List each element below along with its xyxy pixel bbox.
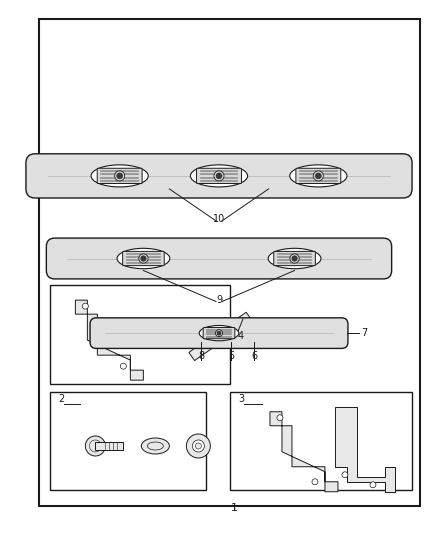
- Text: 1: 1: [231, 503, 238, 513]
- Circle shape: [215, 329, 223, 337]
- Text: 2: 2: [58, 394, 65, 404]
- Text: 3: 3: [238, 394, 244, 404]
- Polygon shape: [75, 300, 143, 380]
- Circle shape: [370, 482, 376, 488]
- FancyBboxPatch shape: [197, 168, 241, 183]
- FancyBboxPatch shape: [123, 252, 164, 265]
- Text: 9: 9: [216, 295, 222, 304]
- Circle shape: [85, 436, 106, 456]
- Ellipse shape: [191, 165, 247, 187]
- Bar: [230, 392, 412, 490]
- FancyBboxPatch shape: [296, 168, 341, 183]
- Circle shape: [315, 173, 321, 179]
- Circle shape: [139, 254, 148, 263]
- Text: 7: 7: [362, 328, 368, 338]
- Circle shape: [292, 256, 297, 261]
- Circle shape: [187, 434, 210, 458]
- Circle shape: [82, 303, 88, 309]
- Circle shape: [313, 171, 323, 181]
- Ellipse shape: [199, 326, 239, 341]
- Circle shape: [214, 171, 224, 181]
- FancyBboxPatch shape: [97, 168, 142, 183]
- Circle shape: [120, 363, 127, 369]
- Bar: [95, 442, 124, 450]
- Ellipse shape: [141, 438, 170, 454]
- FancyBboxPatch shape: [203, 328, 235, 338]
- Bar: [50, 392, 206, 490]
- Text: 4: 4: [238, 332, 244, 342]
- Ellipse shape: [290, 165, 347, 187]
- Polygon shape: [189, 312, 252, 361]
- Circle shape: [290, 254, 299, 263]
- Bar: [39, 19, 420, 506]
- Circle shape: [115, 171, 125, 181]
- Text: 5: 5: [228, 351, 234, 361]
- Circle shape: [312, 479, 318, 484]
- Circle shape: [141, 256, 146, 261]
- Circle shape: [195, 443, 201, 449]
- Circle shape: [192, 440, 205, 452]
- Circle shape: [216, 173, 222, 179]
- Circle shape: [217, 331, 221, 335]
- Polygon shape: [270, 412, 338, 492]
- Ellipse shape: [268, 248, 321, 269]
- Text: 6: 6: [251, 351, 257, 361]
- Circle shape: [277, 415, 283, 421]
- FancyBboxPatch shape: [274, 252, 315, 265]
- FancyBboxPatch shape: [90, 318, 348, 349]
- FancyBboxPatch shape: [26, 154, 412, 198]
- Bar: [50, 285, 230, 384]
- FancyBboxPatch shape: [46, 238, 392, 279]
- Ellipse shape: [117, 248, 170, 269]
- Polygon shape: [335, 407, 395, 492]
- Text: 8: 8: [198, 351, 204, 361]
- Circle shape: [117, 173, 123, 179]
- Circle shape: [342, 472, 348, 478]
- Ellipse shape: [91, 165, 148, 187]
- Text: 10: 10: [213, 214, 225, 224]
